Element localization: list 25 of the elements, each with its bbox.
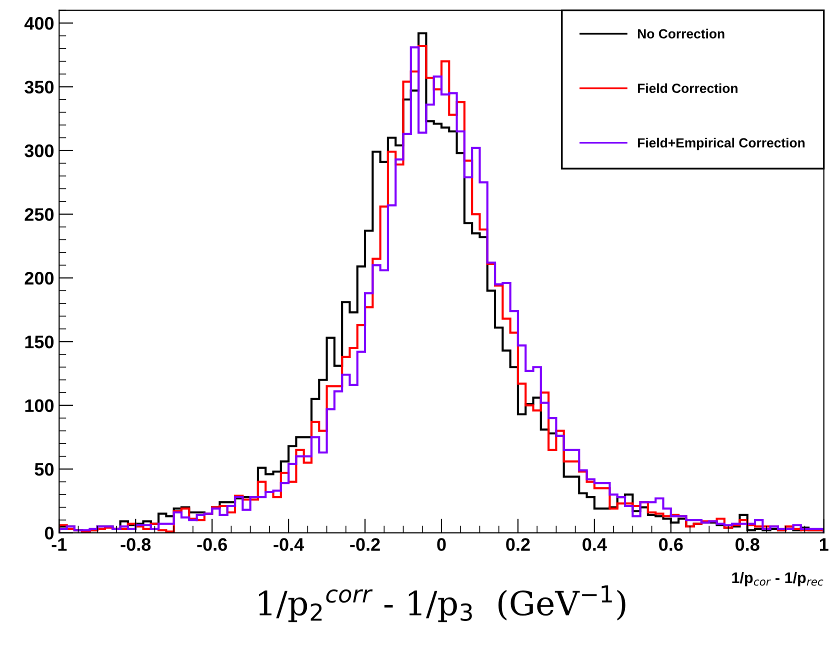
x-tick-label: 0.4 xyxy=(582,538,607,551)
x-tick-label: -0.4 xyxy=(274,538,304,551)
x-tick-label: -0.2 xyxy=(350,538,380,551)
text: 1/p$_{2}$$^{corr}$ - 1/p$_{3}$ (GeV$^{−1}$) xyxy=(259,585,626,622)
legend-label: No Correction xyxy=(638,28,724,38)
y-tick-label: 400 xyxy=(24,16,54,30)
legend-label: Field+Empirical Correction xyxy=(638,138,805,150)
x-tick-label: 0.2 xyxy=(506,538,530,551)
x-tick-label: -0.8 xyxy=(120,538,151,551)
x-tick-label: -0.6 xyxy=(197,538,227,551)
y-tick-label: 250 xyxy=(24,208,54,221)
y-tick-label: 350 xyxy=(24,80,54,94)
x-axis-title: 1/p$_{cor}$ - 1/p$_{rec}$ xyxy=(732,572,824,586)
y-tick-label: 150 xyxy=(25,336,54,348)
y-tick-label: 50 xyxy=(34,462,54,476)
y-tick-label: 0 xyxy=(44,526,54,540)
x-tick-label: 1 xyxy=(820,538,828,551)
y-tick-label: 300 xyxy=(24,144,54,158)
x-tick-label: 0 xyxy=(437,538,446,551)
x-tick-label: 0.6 xyxy=(659,538,683,551)
y-tick-label: 200 xyxy=(24,272,54,285)
legend-label: Field Correction xyxy=(638,83,738,94)
y-tick-label: 100 xyxy=(25,399,54,412)
x-tick-label: 0.8 xyxy=(736,538,760,551)
x-tick-label: -1 xyxy=(52,538,67,551)
